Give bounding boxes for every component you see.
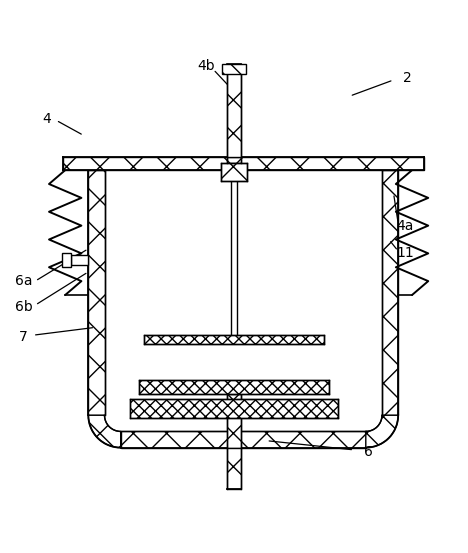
Bar xyxy=(227,394,241,447)
Text: 2: 2 xyxy=(403,71,412,85)
Text: 11: 11 xyxy=(396,247,414,260)
Text: 6b: 6b xyxy=(15,300,32,314)
Text: 7: 7 xyxy=(19,330,28,343)
Bar xyxy=(144,335,324,343)
Bar xyxy=(227,447,241,489)
Text: 6: 6 xyxy=(364,445,373,459)
Bar xyxy=(88,170,104,415)
Bar xyxy=(382,170,398,415)
Text: 4b: 4b xyxy=(197,59,215,73)
Bar xyxy=(71,255,88,265)
Wedge shape xyxy=(366,415,398,447)
Bar xyxy=(222,64,246,74)
Bar xyxy=(62,253,71,267)
Text: 4a: 4a xyxy=(396,218,414,233)
Bar xyxy=(139,379,329,394)
Wedge shape xyxy=(88,415,121,447)
Text: 6a: 6a xyxy=(15,274,32,288)
Polygon shape xyxy=(104,170,382,415)
Bar xyxy=(121,431,366,447)
Bar xyxy=(227,64,241,157)
Polygon shape xyxy=(104,415,382,431)
Bar xyxy=(227,157,241,163)
Bar xyxy=(130,399,338,418)
Text: 4: 4 xyxy=(42,112,51,126)
Bar xyxy=(63,157,424,170)
Bar xyxy=(221,163,247,181)
